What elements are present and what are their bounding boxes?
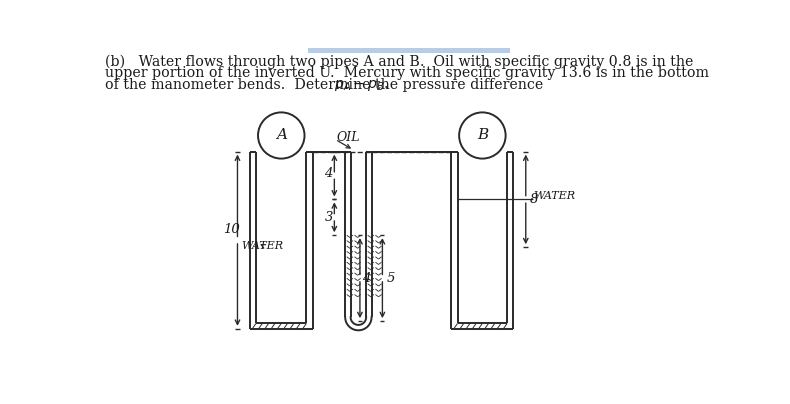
Text: 4: 4 (325, 168, 333, 181)
Text: of the manometer bends.  Determine the pressure difference: of the manometer bends. Determine the pr… (105, 78, 547, 92)
Text: (b)   Water flows through two pipes A and B.  Oil with specific gravity 0.8 is i: (b) Water flows through two pipes A and … (105, 55, 694, 69)
FancyBboxPatch shape (308, 48, 510, 53)
Text: WATER: WATER (242, 241, 284, 251)
Text: 3: 3 (325, 211, 333, 224)
Text: 8: 8 (529, 193, 538, 206)
Text: $p_A - p_B$.: $p_A - p_B$. (334, 78, 389, 93)
Text: upper portion of the inverted U.  Mercury with specific gravity 13.6 is in the b: upper portion of the inverted U. Mercury… (105, 66, 709, 80)
Text: A: A (276, 128, 287, 143)
Text: 10: 10 (223, 223, 239, 236)
Text: 5: 5 (386, 271, 395, 285)
Text: OIL: OIL (337, 131, 360, 144)
Text: B: B (476, 128, 488, 143)
Text: WATER: WATER (533, 191, 576, 200)
Text: 4: 4 (363, 271, 371, 285)
